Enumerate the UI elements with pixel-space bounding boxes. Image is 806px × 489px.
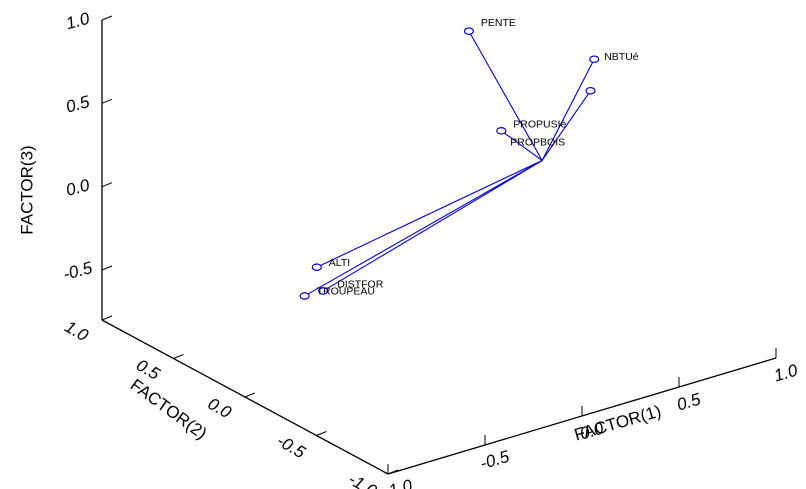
y-tick	[173, 354, 184, 359]
x-tick-label: -0.5	[478, 447, 512, 473]
point-label: ALTI	[329, 257, 350, 269]
y-tick	[316, 431, 327, 436]
point-label: DISTFOR	[337, 279, 383, 291]
z-tick-label: 0.0	[64, 175, 92, 200]
z-tick	[101, 98, 113, 104]
factor-vector	[500, 130, 543, 161]
factor-point	[299, 292, 310, 300]
y-tick-label: -0.5	[274, 431, 309, 462]
axes-layer	[101, 15, 777, 475]
point-label: PENTE	[481, 17, 516, 29]
factor-vector	[468, 30, 543, 161]
z-tick	[101, 265, 113, 271]
labels-layer: -1.0-0.50.00.51.0-1.0-0.50.00.51.0-0.50.…	[17, 9, 800, 489]
factor-vector	[304, 159, 543, 297]
y-tick	[244, 392, 256, 398]
series-layer	[299, 27, 600, 300]
factor-vector	[322, 159, 543, 292]
factor-point	[585, 86, 596, 95]
factor-point	[496, 127, 507, 135]
point-label: PROPBOIS	[510, 137, 565, 149]
z-axis-title: FACTOR(3)	[17, 145, 36, 234]
y-tick-label: -1.0	[345, 470, 380, 489]
y-tick	[387, 469, 399, 475]
y-axis-title: FACTOR(2)	[127, 375, 211, 443]
point-label: PROPUSIè	[513, 119, 566, 131]
x-axis-title: FACTOR(1)	[572, 402, 663, 445]
factor-vector	[316, 159, 543, 268]
x-tick-label: -1.0	[381, 476, 415, 489]
point-label: TROUPEAU	[317, 286, 375, 298]
z-tick	[101, 15, 113, 21]
factor-point	[463, 27, 475, 35]
z-tick-label: 1.0	[64, 9, 92, 34]
y-tick	[101, 315, 113, 321]
factor-point	[589, 55, 600, 64]
y-tick-label: 0.0	[205, 394, 235, 423]
y-tick-label: 1.0	[62, 317, 92, 346]
factor-vector	[541, 59, 595, 161]
point-label: NBTUé	[604, 51, 639, 63]
factor-point	[311, 263, 322, 272]
z-tick	[101, 182, 113, 188]
factor-point	[318, 287, 329, 295]
z-tick-label: 0.5	[64, 92, 92, 117]
z-tick-label: -0.5	[61, 258, 95, 284]
x-tick-label: 1.0	[772, 360, 800, 385]
factor-vector	[541, 90, 591, 161]
x-tick-label: 0.5	[675, 389, 703, 414]
